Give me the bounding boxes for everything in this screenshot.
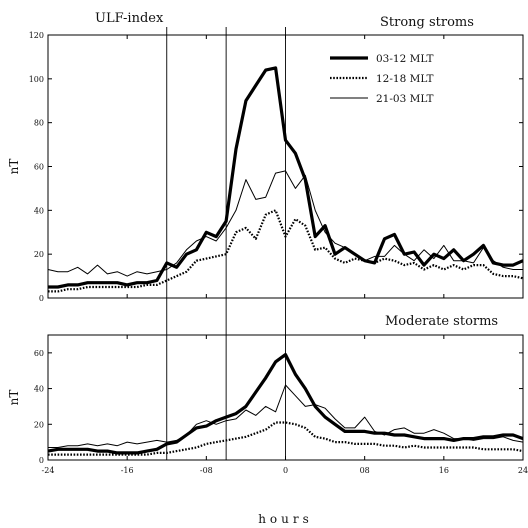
y-tick-label: 60 <box>34 349 44 358</box>
y-tick-label: 20 <box>34 250 44 259</box>
legend-label: 03-12 MLT <box>376 53 433 65</box>
y-tick-label: 100 <box>29 75 44 84</box>
x-tick-label: 16 <box>439 466 449 475</box>
series-line-12-18-mlt <box>48 421 524 456</box>
legend-label: 12-18 MLT <box>376 73 433 85</box>
x-tick-label: 08 <box>360 466 370 475</box>
x-tick-label: -16 <box>121 466 134 475</box>
y-tick-label: 0 <box>39 294 44 303</box>
x-tick-label: -08 <box>200 466 213 475</box>
panel-title: Moderate storms <box>385 314 498 329</box>
y-tick-label: 120 <box>29 31 44 40</box>
y-tick-label: 60 <box>34 163 44 172</box>
panel-moderate: 0 20 40 60 nT Moderate storms <box>7 314 524 465</box>
legend-label: 21-03 MLT <box>376 93 433 105</box>
y-tick-label: 20 <box>34 420 44 429</box>
legend: 03-12 MLT 12-18 MLT 21-03 MLT <box>330 53 433 105</box>
x-axis-label: hours <box>258 512 313 526</box>
x-tick-label: 24 <box>518 466 528 475</box>
figure-title: ULF-index <box>95 11 164 26</box>
y-tick-label: 80 <box>34 119 44 128</box>
panel-strong: 0 20 40 60 80 100 120 nT Strong stroms 03-12 MLT 1… <box>7 15 524 303</box>
y-tick-label: 40 <box>34 385 44 394</box>
y-axis-label: nT <box>7 390 21 406</box>
panels: 0 20 40 60 80 100 120 nT Strong stroms 03-12 MLT 1… <box>7 15 528 475</box>
x-tick-label: -24 <box>42 466 55 475</box>
y-axis-label: nT <box>7 159 21 175</box>
panel-title: Strong stroms <box>380 15 474 30</box>
y-tick-label: 0 <box>39 456 44 465</box>
x-tick-label: 0 <box>283 466 288 475</box>
y-tick-label: 40 <box>34 206 44 215</box>
